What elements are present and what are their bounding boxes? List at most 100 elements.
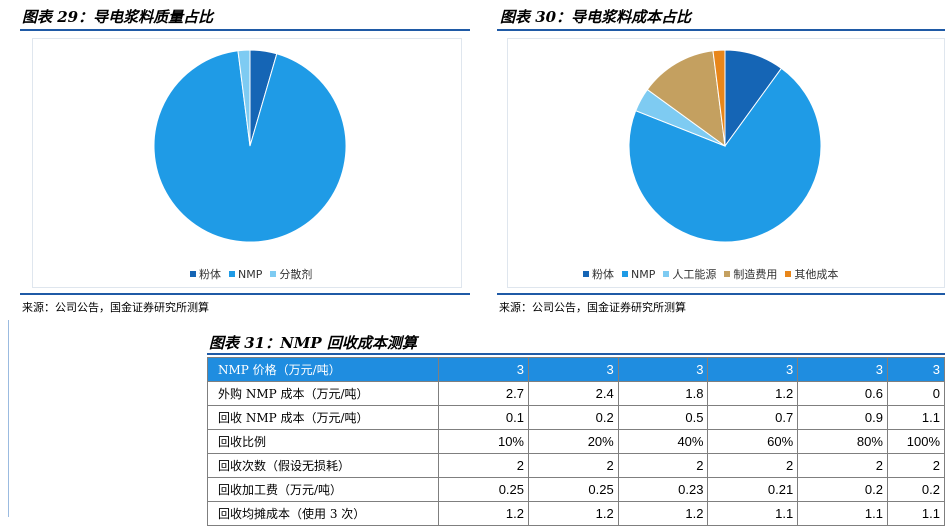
fig30-legend-item: 制造费用 — [724, 266, 777, 282]
table-cell: 1.8 — [617, 381, 709, 406]
table-cell: 0.2 — [797, 477, 888, 502]
fig29-legend-item: 粉体 — [190, 266, 221, 282]
fig30-legend: 粉体 NMP 人工能源 制造费用 其他成本 — [583, 266, 838, 282]
fig30-legend-swatch — [724, 271, 731, 277]
fig30-legend-label: NMP — [631, 267, 656, 281]
table-cell: 0.2 — [528, 405, 619, 430]
table-cell: 2.4 — [528, 381, 619, 406]
table-cell: 3 — [617, 357, 709, 382]
table-cell: 3 — [528, 357, 619, 382]
table-cell: 60% — [707, 429, 799, 454]
table-cell: 2 — [797, 453, 888, 478]
fig29-bottom-rule — [20, 293, 470, 295]
row-label: 回收加工费（万元/吨） — [206, 477, 440, 502]
table-cell: 1.2 — [528, 501, 619, 526]
fig29-legend-label: NMP — [238, 267, 263, 281]
fig30-legend-swatch — [583, 271, 589, 277]
fig29-source: 来源：公司公告，国金证券研究所测算 — [22, 301, 209, 314]
table-cell: 0.9 — [797, 405, 888, 430]
row-label: 回收次数（假设无损耗） — [206, 453, 440, 478]
fig31-title: 图表 31：NMP 回收成本测算 — [209, 334, 417, 352]
table-cell: 80% — [797, 429, 888, 454]
table-cell: 1.1 — [797, 501, 888, 526]
row-label: 回收比例 — [206, 429, 440, 454]
fig29-slice-2 — [237, 49, 251, 147]
table-row: 回收比例 10% 20% 40% 60% 80% 100% — [206, 429, 945, 454]
table-cell: 0.25 — [438, 477, 529, 502]
fig30-legend-label: 人工能源 — [672, 268, 717, 281]
table-row: 回收 NMP 成本（万元/吨） 0.1 0.2 0.5 0.7 0.9 1.1 — [206, 405, 945, 430]
table-cell: 100% — [886, 429, 945, 454]
table-cell: 2 — [617, 453, 709, 478]
table-cell: 3 — [797, 357, 888, 382]
fig30-legend-swatch — [622, 271, 628, 277]
row-label: NMP 价格（万元/吨） — [206, 357, 440, 382]
table-row: NMP 价格（万元/吨） 3 3 3 3 3 3 — [206, 357, 945, 382]
fig30-legend-item: 人工能源 — [663, 266, 716, 282]
table-cell: 0.2 — [886, 477, 945, 502]
table-cell: 1.2 — [617, 501, 709, 526]
table-cell: 2 — [886, 453, 945, 478]
fig30-legend-item: NMP — [622, 268, 655, 281]
fig30-legend-item: 粉体 — [583, 266, 614, 282]
fig30-slice-1 — [628, 67, 822, 243]
fig29-slice-1 — [153, 50, 347, 243]
table-cell: 1.2 — [707, 381, 799, 406]
fig30-legend-label: 制造费用 — [733, 268, 778, 281]
row-label: 外购 NMP 成本（万元/吨） — [206, 381, 440, 406]
row-label: 回收 NMP 成本（万元/吨） — [206, 405, 440, 430]
table-cell: 0.25 — [528, 477, 619, 502]
table-cell: 0.5 — [617, 405, 709, 430]
table-cell: 3 — [707, 357, 799, 382]
table-row: 回收均摊成本（使用 3 次） 1.2 1.2 1.2 1.1 1.1 1.1 — [206, 501, 945, 526]
table-cell: 1.1 — [886, 501, 945, 526]
table-cell: 1.1 — [707, 501, 799, 526]
fig29-legend-swatch — [270, 271, 277, 277]
fig29-legend-label: 粉体 — [199, 268, 221, 281]
fig30-bottom-rule — [497, 293, 945, 295]
table-cell: 3 — [438, 357, 529, 382]
fig29-legend-swatch — [229, 271, 235, 277]
fig30-legend-swatch — [663, 271, 670, 277]
table-cell: 2.7 — [438, 381, 529, 406]
fig29-legend-label: 分散剂 — [279, 268, 313, 281]
fig31-top-rule — [207, 353, 945, 355]
table-row: 回收加工费（万元/吨） 0.25 0.25 0.23 0.21 0.2 0.2 — [206, 477, 945, 502]
table-cell: 2 — [438, 453, 529, 478]
fig30-title: 图表 30：导电浆料成本占比 — [500, 8, 692, 26]
table-cell: 0.23 — [617, 477, 709, 502]
fig30-top-rule — [497, 29, 945, 31]
fig29-legend-swatch — [190, 271, 196, 277]
table-cell: 40% — [617, 429, 709, 454]
fig30-legend-label: 其他成本 — [794, 268, 839, 281]
table-cell: 0 — [886, 381, 945, 406]
fig29-legend: 粉体 NMP 分散剂 — [190, 266, 312, 282]
page-margin-line — [8, 320, 9, 517]
fig31-table: NMP 价格（万元/吨） 3 3 3 3 3 3 外购 NMP 成本（万元/吨） 2.7 2.4 1… — [206, 357, 945, 526]
fig30-legend-swatch — [785, 271, 792, 277]
table-row: 回收次数（假设无损耗） 2 2 2 2 2 2 — [206, 453, 945, 478]
table-cell: 0.6 — [797, 381, 888, 406]
fig29-title: 图表 29：导电浆料质量占比 — [22, 8, 214, 26]
table-row: 外购 NMP 成本（万元/吨） 2.7 2.4 1.8 1.2 0.6 0 — [206, 381, 945, 406]
table-cell: 20% — [528, 429, 619, 454]
table-cell: 2 — [707, 453, 799, 478]
table-cell: 10% — [438, 429, 529, 454]
row-label: 回收均摊成本（使用 3 次） — [206, 501, 440, 526]
table-cell: 0.1 — [438, 405, 529, 430]
table-cell: 1.1 — [886, 405, 945, 430]
fig30-slice-4 — [712, 49, 726, 147]
table-cell: 3 — [886, 357, 945, 382]
table-cell: 0.21 — [707, 477, 799, 502]
fig29-legend-item: NMP — [229, 268, 262, 281]
fig30-legend-item: 其他成本 — [785, 266, 838, 282]
fig29-top-rule — [20, 29, 470, 31]
table-cell: 1.2 — [438, 501, 529, 526]
table-cell: 0.7 — [707, 405, 799, 430]
fig29-legend-item: 分散剂 — [270, 266, 312, 282]
fig30-source: 来源：公司公告，国金证券研究所测算 — [499, 301, 686, 314]
fig30-slice-3 — [646, 50, 726, 148]
table-cell: 2 — [528, 453, 619, 478]
